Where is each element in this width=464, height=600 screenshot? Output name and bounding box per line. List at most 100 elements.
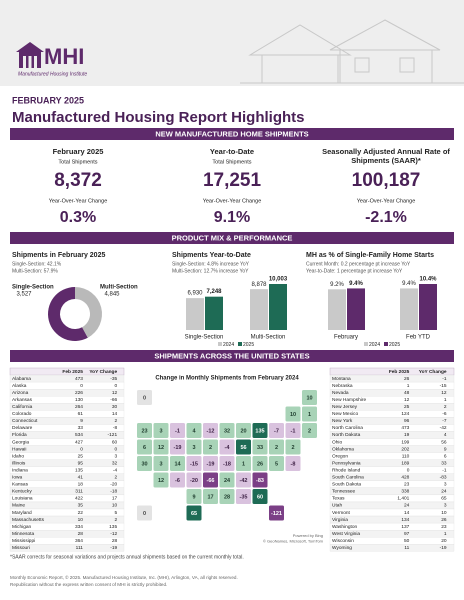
state-name: Georgia: [12, 439, 29, 445]
state-yoy-change: 3: [114, 453, 117, 459]
state-name: Iowa: [12, 475, 22, 481]
bar: [269, 284, 287, 330]
bar: [186, 298, 204, 330]
map-credit: © GeoNames, Microsoft, TomTom: [263, 539, 324, 544]
state-name: Alabama: [12, 376, 31, 382]
state-name: Wisconsin: [332, 538, 354, 544]
map-state-label: 30: [141, 461, 147, 467]
card-title: Shipments (SAAR)*: [351, 156, 421, 165]
card-label: Total Shipments: [58, 159, 97, 165]
map-state: [203, 472, 218, 488]
panel-note: Multi-Section: 12.7% increase YoY: [172, 268, 249, 274]
legend-swatch: [364, 342, 368, 346]
map-state: [252, 439, 268, 455]
map-state-label: 3: [159, 461, 162, 467]
state-yoy-change: 65: [441, 496, 447, 502]
section-heading: PRODUCT MIX & PERFORMANCE: [172, 233, 293, 242]
table-row: [329, 494, 455, 503]
state-yoy-change: 30: [112, 404, 118, 410]
state-name: Arkansas: [12, 397, 33, 403]
state-shipments: 48: [404, 390, 410, 396]
state-name: West Virginia: [332, 531, 360, 537]
state-name: Missouri: [12, 545, 30, 551]
state-yoy-change: -1: [442, 467, 447, 473]
state-yoy-change: 20: [441, 538, 447, 544]
state-name: Mississippi: [12, 538, 35, 544]
map-state: [252, 456, 268, 471]
panel-note: Current Month: 0.2 percentage pt increas…: [306, 261, 411, 267]
map-state-label: 24: [224, 478, 231, 484]
state-yoy-change: 9: [444, 446, 447, 452]
map-state-label: -1: [175, 428, 180, 434]
state-name: California: [12, 404, 33, 410]
bar-value-label: 10.4%: [419, 277, 437, 283]
map-state: [219, 472, 235, 488]
state-shipments: 264: [75, 404, 83, 410]
map-state: [203, 423, 218, 438]
state-name: Louisiana: [12, 496, 33, 502]
state-shipments: 422: [75, 496, 83, 502]
map-state: [186, 472, 202, 488]
panel-note: Multi-Section: 57.9%: [12, 268, 58, 274]
state-yoy-change: 10: [112, 503, 118, 509]
state-yoy-change: -42: [440, 425, 447, 431]
map-state-label: -6: [175, 478, 180, 484]
state-yoy-change: 2: [114, 517, 117, 523]
state-name: Utah: [332, 503, 342, 509]
card-change: 9.1%: [214, 209, 250, 226]
state-name: Minnesota: [12, 531, 34, 537]
report-title: Manufactured Housing Report Highlights: [12, 109, 305, 126]
state-yoy-change: 3: [444, 482, 447, 488]
map-state-label: 2: [291, 445, 294, 451]
card-title: February 2025: [53, 147, 104, 156]
map-credit: Powered by Bing: [293, 533, 323, 538]
legend-label: 2024: [223, 342, 234, 348]
donut-category: Multi-Section: [100, 285, 138, 291]
map-state-label: 56: [240, 445, 246, 451]
map-state-label: 10: [306, 395, 312, 401]
state-yoy-change: -4: [113, 467, 118, 473]
map-state: [236, 423, 251, 438]
state-yoy-change: 10: [441, 510, 447, 516]
map-state-label: -7: [274, 428, 279, 434]
state-yoy-change: -6: [442, 411, 447, 417]
state-name: Tennessee: [332, 489, 356, 495]
map-state: [203, 439, 218, 455]
state-yoy-change: 17: [112, 496, 118, 502]
map-state-label: -18: [223, 461, 231, 467]
table-row: [329, 438, 455, 446]
logo: MHI Manufactured Housing Institute: [16, 42, 87, 77]
map-state: [170, 423, 185, 438]
state-shipments: 96: [404, 418, 410, 424]
card-change-label: Year-Over-Year Change: [49, 198, 108, 204]
state-shipments: 50: [404, 538, 410, 544]
table-row: [9, 501, 125, 510]
map-state: [219, 423, 235, 438]
map-state: [186, 505, 202, 521]
map-state: [137, 390, 152, 405]
map-state-label: 28: [224, 494, 230, 500]
state-name: Massachusetts: [12, 517, 45, 523]
map-state-label: -15: [190, 461, 198, 467]
state-name: Kentucky: [12, 489, 32, 495]
table-row: [9, 452, 125, 460]
map-state-label: 3: [192, 445, 195, 451]
state-shipments: 364: [75, 538, 83, 544]
map-state: [219, 439, 235, 455]
bar-category: February: [334, 335, 358, 341]
map-state: [269, 505, 284, 521]
map-state-label: 0: [143, 511, 146, 517]
panel-note: Single-Section: 42.1%: [12, 261, 62, 267]
map-state: [219, 489, 235, 504]
state-name: Michigan: [12, 524, 32, 530]
state-shipments: 130: [75, 397, 83, 403]
map-state: [285, 456, 301, 471]
state-shipments: 18: [78, 482, 84, 488]
state-yoy-change: 56: [441, 439, 447, 445]
table-row: [329, 544, 455, 552]
bar: [328, 289, 346, 330]
map-state: [252, 472, 268, 488]
state-shipments: 35: [78, 503, 84, 509]
map-state: [137, 505, 152, 521]
map-state: [153, 439, 169, 455]
